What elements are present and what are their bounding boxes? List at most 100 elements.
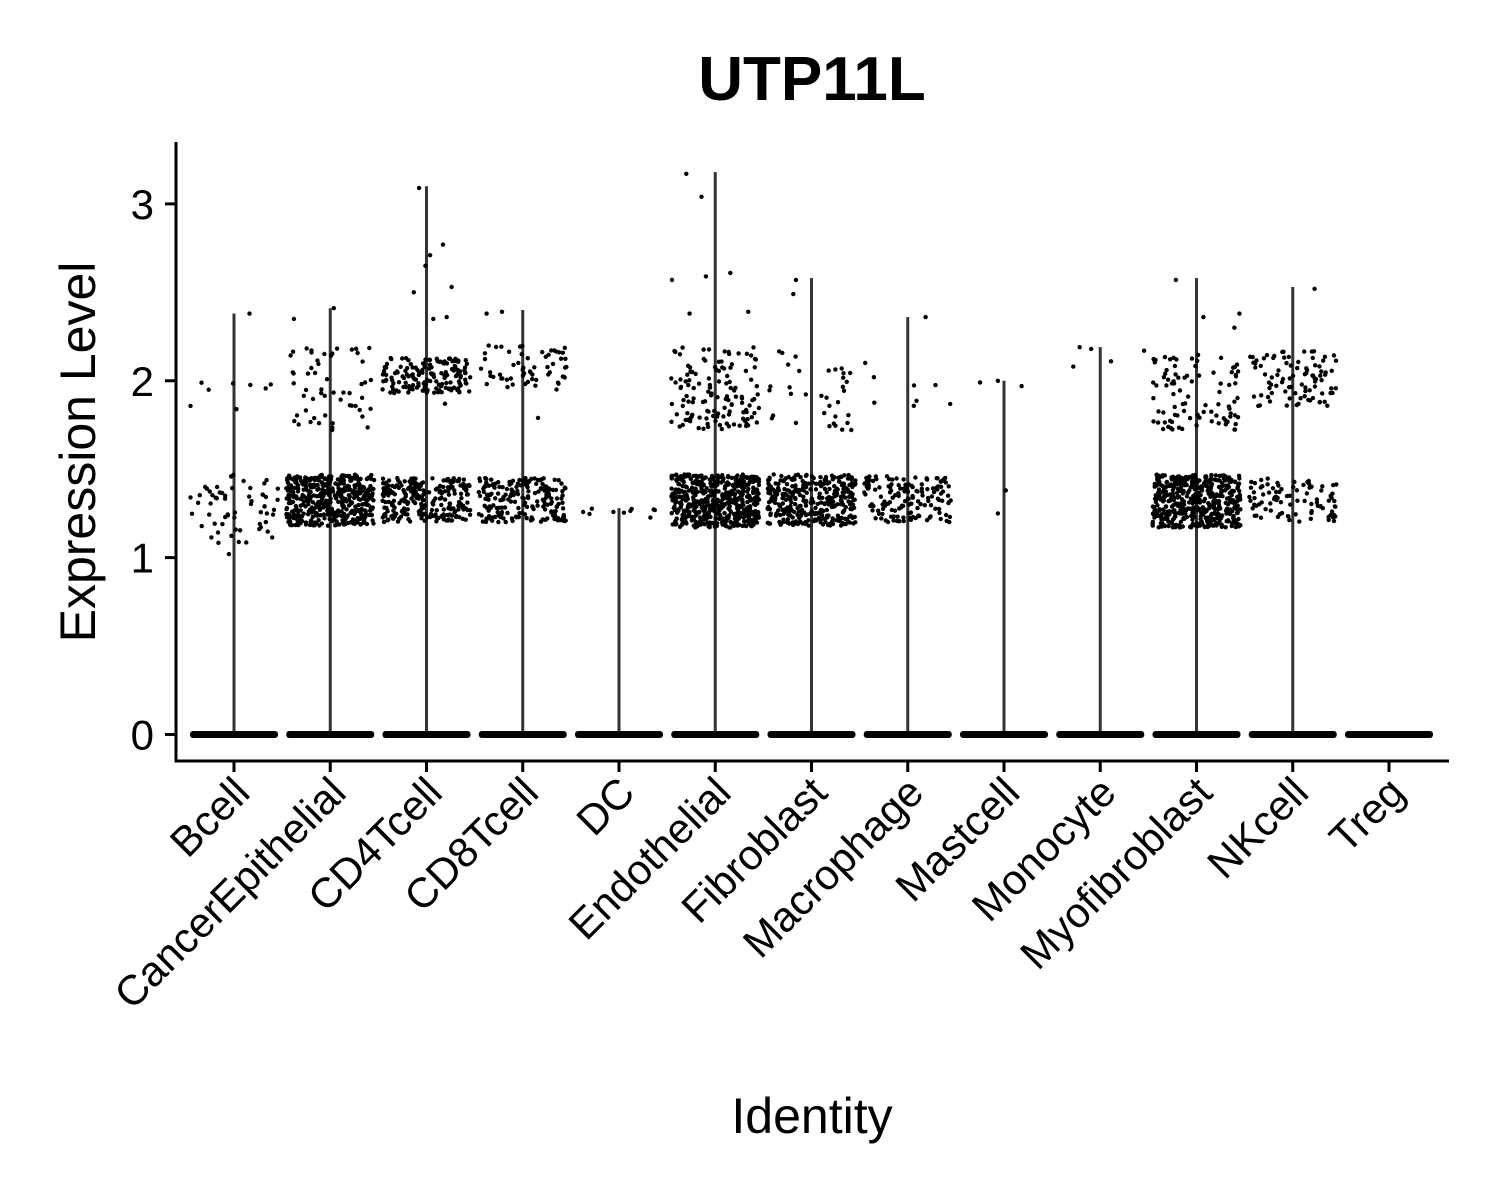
data-point — [414, 495, 419, 501]
data-point — [771, 472, 776, 477]
data-point — [766, 521, 772, 526]
data-point — [901, 515, 906, 520]
zero-points — [190, 730, 278, 738]
data-point — [1163, 371, 1168, 376]
data-point — [777, 519, 782, 525]
data-point — [248, 485, 253, 491]
data-point — [1228, 414, 1233, 419]
data-point — [751, 490, 756, 496]
data-point — [1151, 396, 1156, 401]
data-point — [359, 514, 364, 519]
data-point — [1291, 484, 1296, 490]
data-point — [401, 375, 407, 381]
data-point — [838, 523, 844, 528]
data-point — [884, 474, 890, 479]
data-point — [244, 540, 249, 545]
data-point — [1268, 501, 1273, 506]
data-point — [348, 478, 353, 483]
data-point — [515, 491, 521, 497]
data-point — [382, 505, 387, 510]
data-point — [1313, 376, 1319, 382]
data-point — [1248, 354, 1253, 359]
data-point — [1214, 413, 1219, 418]
data-point — [497, 372, 503, 377]
data-point — [797, 504, 802, 509]
data-point — [400, 356, 405, 361]
data-point — [1266, 490, 1272, 495]
data-point — [389, 514, 394, 519]
data-point — [452, 488, 457, 493]
data-point — [888, 488, 894, 493]
data-point — [526, 489, 531, 494]
data-point — [714, 367, 719, 373]
data-point — [458, 369, 463, 374]
data-point — [533, 383, 538, 388]
data-point — [446, 492, 452, 497]
data-point — [822, 501, 827, 506]
data-point — [691, 495, 696, 500]
data-point — [1196, 373, 1202, 378]
data-point — [303, 408, 309, 413]
zero-points — [1345, 730, 1433, 738]
data-point — [1189, 379, 1195, 384]
data-point — [561, 514, 566, 519]
outlier-point — [923, 314, 928, 320]
data-point — [1186, 394, 1191, 399]
data-point — [334, 495, 339, 500]
data-point — [702, 399, 708, 404]
data-point — [738, 477, 743, 482]
data-point — [788, 391, 794, 396]
data-point — [736, 509, 741, 515]
data-point — [535, 499, 540, 504]
data-point — [1187, 415, 1193, 421]
data-point — [943, 512, 949, 518]
data-point — [552, 509, 557, 514]
data-point — [917, 513, 922, 519]
data-point — [1254, 513, 1259, 518]
data-point — [444, 372, 450, 378]
data-point — [701, 517, 706, 522]
data-point — [1164, 383, 1169, 388]
data-point — [355, 520, 360, 525]
data-point — [325, 504, 330, 509]
data-point — [347, 473, 352, 479]
data-point — [1161, 410, 1166, 415]
data-point — [331, 390, 336, 395]
data-point — [296, 422, 301, 427]
data-point — [1181, 502, 1187, 507]
data-point — [458, 491, 464, 496]
data-point — [1282, 355, 1287, 360]
data-point — [525, 485, 530, 490]
data-point — [1309, 349, 1315, 354]
data-point — [1184, 482, 1189, 488]
data-point — [918, 502, 923, 507]
data-point — [908, 510, 914, 515]
data-point — [793, 420, 799, 426]
data-point — [1152, 508, 1157, 513]
data-point — [248, 382, 253, 388]
data-point — [535, 503, 540, 508]
data-point — [729, 475, 735, 481]
data-point — [1151, 419, 1156, 424]
data-point — [735, 505, 741, 511]
data-point — [840, 427, 845, 432]
data-point — [560, 518, 566, 523]
data-point — [231, 472, 236, 477]
data-point — [773, 481, 778, 486]
data-point — [1200, 522, 1205, 527]
data-point — [1232, 427, 1237, 432]
data-point — [423, 357, 428, 362]
data-point — [841, 388, 847, 393]
data-point — [793, 502, 798, 507]
data-point — [817, 494, 822, 500]
data-point — [1193, 363, 1198, 369]
data-point — [1226, 404, 1232, 409]
data-point — [463, 370, 468, 376]
data-point — [849, 475, 854, 480]
data-point — [706, 347, 712, 352]
data-point — [710, 484, 715, 489]
data-point — [1254, 503, 1259, 508]
data-point — [1176, 494, 1182, 499]
data-point — [754, 420, 759, 425]
data-point — [380, 476, 386, 481]
